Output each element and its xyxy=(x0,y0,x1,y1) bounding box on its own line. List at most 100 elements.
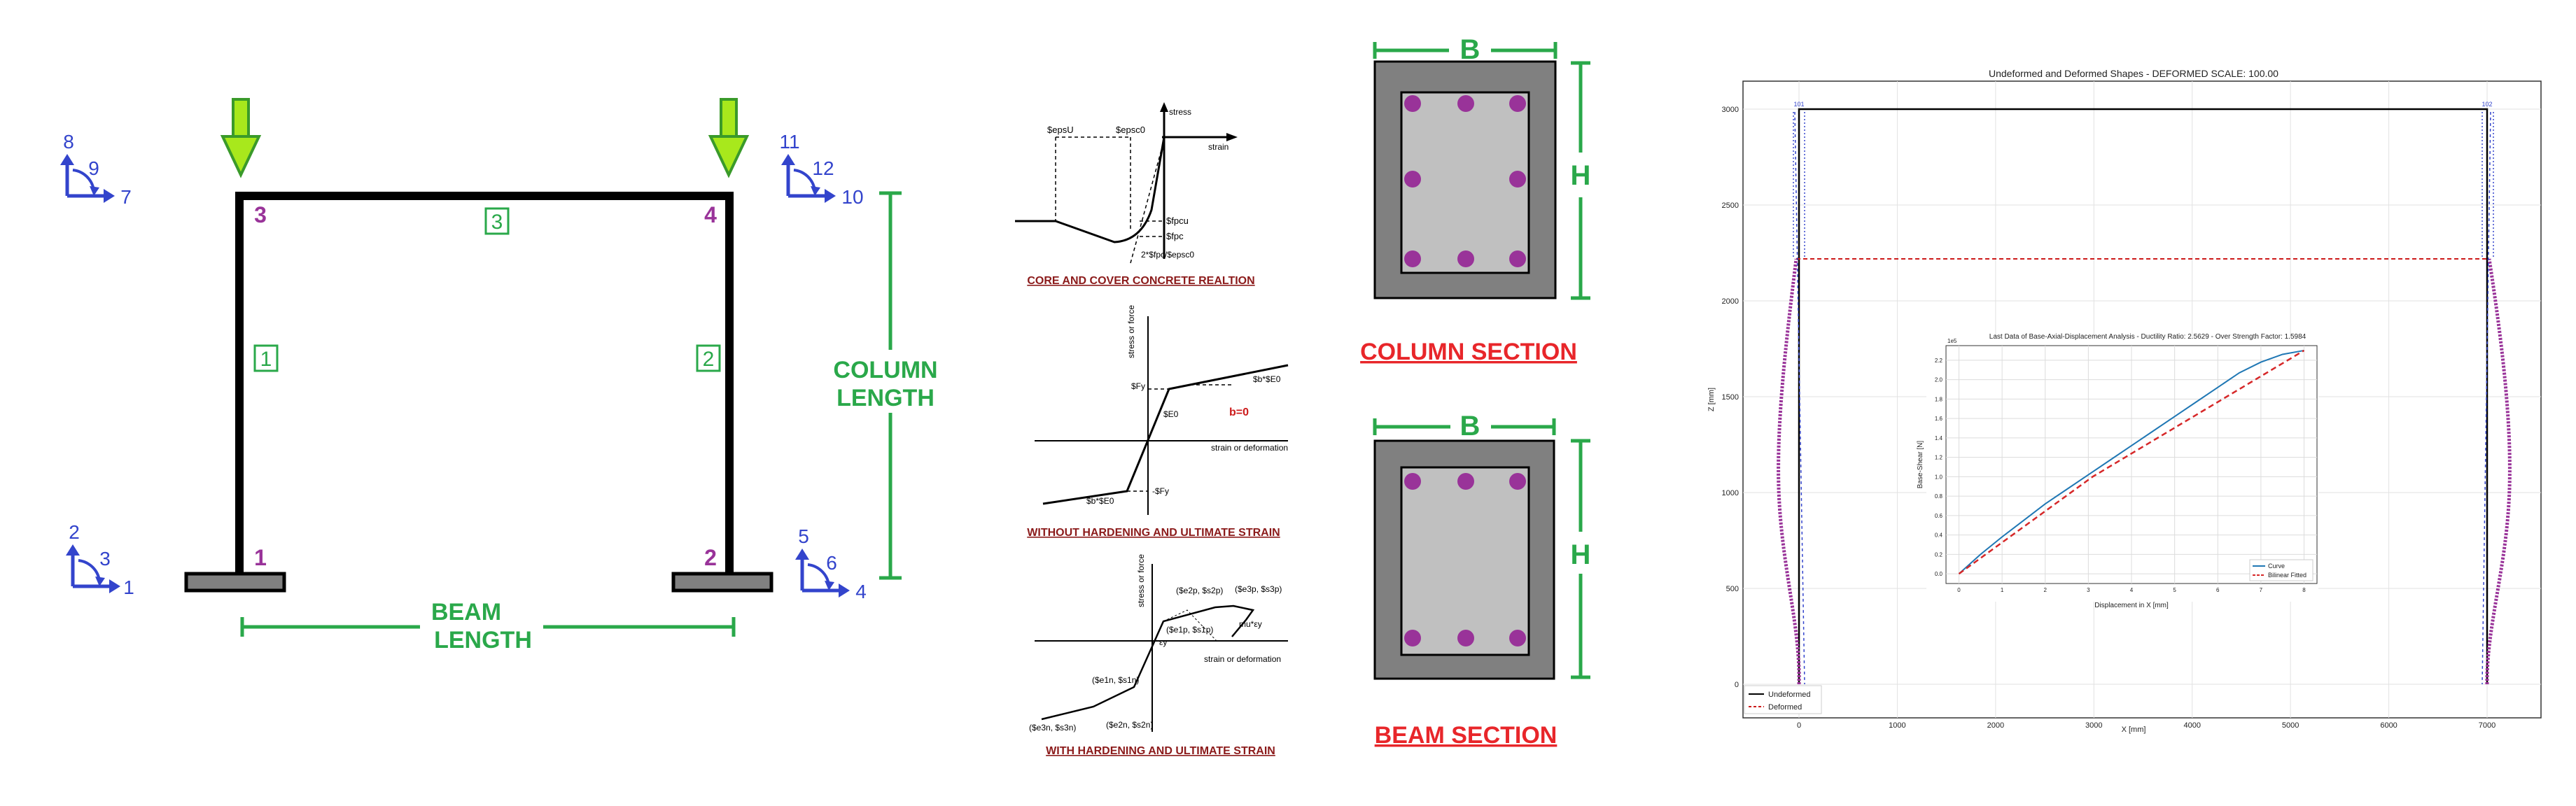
main-x-tick-label: 3000 xyxy=(2085,721,2102,730)
element-label-2: 2 xyxy=(696,344,721,372)
node-label-1: 1 xyxy=(254,545,267,570)
inset-x-tick-label: 2 xyxy=(2044,587,2047,593)
hardening-caption: WITH HARDENING AND ULTIMATE STRAIN xyxy=(1046,745,1275,757)
left-support xyxy=(184,572,286,593)
load-arrow-right-icon xyxy=(708,98,750,178)
concrete-ec-label: 2*$fpc/$epsc0 xyxy=(1141,250,1194,260)
inset-x-tick-label: 8 xyxy=(2302,587,2306,593)
main-y-tick-label: 1000 xyxy=(1722,489,1739,497)
inset-title: Last Data of Base-Axial-Displacement Ana… xyxy=(1989,333,2306,341)
bilinear-be0-neg-label: $b*$E0 xyxy=(1086,496,1114,506)
main-x-tick-label: 4000 xyxy=(2183,721,2200,730)
dof-label-12: 12 xyxy=(812,157,834,179)
beam-rebar-group xyxy=(1404,473,1526,646)
dof-glyph-top-left-icon: 8 9 7 xyxy=(60,131,132,208)
steel-hardening-diagram: stress or force strain or deformation ($… xyxy=(1029,554,1288,757)
hardening-y-axis-label: stress or force xyxy=(1136,554,1146,607)
bilinear-x-axis-label: strain or deformation xyxy=(1211,443,1288,453)
hardening-p1-label: ($e1p, $s1p) xyxy=(1166,625,1213,635)
inset-x-tick-label: 0 xyxy=(1957,587,1961,593)
sections-panel: B H COLUMN SECTION B H B xyxy=(1360,34,1590,749)
beam-h-label: H xyxy=(1571,539,1591,570)
inset-y-tick-label: 0.6 xyxy=(1935,513,1943,519)
main-x-tick-label: 7000 xyxy=(2479,721,2496,730)
inset-y-tick-label: 1.0 xyxy=(1935,474,1943,480)
inset-y-tick-label: 2.2 xyxy=(1935,358,1943,364)
dof-label-6: 6 xyxy=(826,552,837,574)
hardening-n1-label: ($e1n, $s1n) xyxy=(1092,675,1139,685)
dof-label-10: 10 xyxy=(841,186,863,208)
inset-xlabel: Displacement in X [mm] xyxy=(2094,602,2169,609)
concrete-diagram: stress strain $epsU $epsc0 $fpcu $fpc 2*… xyxy=(1015,102,1255,287)
right-column-node-marks xyxy=(2482,111,2494,685)
hardening-x-axis-label: strain or deformation xyxy=(1204,654,1281,664)
top-node-label-left: 101 xyxy=(1793,101,1804,108)
column-length-dimension: COLUMN LENGTH xyxy=(833,191,938,580)
concrete-fpc-label: $fpc xyxy=(1166,231,1184,241)
inset-series xyxy=(1958,349,2305,575)
inset-y-tick-label: 0.0 xyxy=(1935,571,1943,577)
main-plot-xlabel: X [mm] xyxy=(2122,726,2146,734)
inset-x-tick-label: 5 xyxy=(2173,587,2176,593)
legend-undeformed: Undeformed xyxy=(1768,691,1811,699)
material-models-panel: stress strain $epsU $epsc0 $fpcu $fpc 2*… xyxy=(1015,102,1289,757)
main-plot-ylabel: Z [mm] xyxy=(1707,388,1716,411)
main-y-tick-label: 1500 xyxy=(1722,393,1739,402)
main-y-tick-label: 500 xyxy=(1726,585,1739,593)
left-column-node-marks xyxy=(1793,111,1805,685)
inset-y-ticks: 0.0 0.2 0.4 0.6 0.8 1.0 1.2 1.4 1.6 1.8 2.0 2.2 xyxy=(1935,358,1943,577)
bilinear-e0-label: $E0 xyxy=(1163,409,1179,419)
main-x-tick-label: 0 xyxy=(1797,721,1801,730)
right-support xyxy=(671,572,774,593)
inset-x-tick-label: 6 xyxy=(2216,587,2220,593)
concrete-epsc0-label: $epsc0 xyxy=(1116,125,1145,135)
inset-legend: Curve Bilinear Fitted xyxy=(2249,559,2314,581)
inset-x-tick-label: 1 xyxy=(2001,587,2004,593)
svg-text:3: 3 xyxy=(491,211,503,234)
pushover-inset: Last Data of Base-Axial-Displacement Ana… xyxy=(1917,333,2318,609)
inset-ylabel: Base-Shear [N] xyxy=(1917,441,1924,489)
dof-label-7: 7 xyxy=(120,186,132,208)
load-arrow-left-icon xyxy=(220,98,262,178)
hardening-mu-label: mu*εy xyxy=(1239,619,1262,629)
column-length-label-2: LENGTH xyxy=(836,385,934,411)
main-x-tick-label: 6000 xyxy=(2380,721,2397,730)
inset-y-tick-label: 1.8 xyxy=(1935,396,1943,402)
inset-y-tick-label: 1.6 xyxy=(1935,416,1943,422)
main-x-tick-label: 1000 xyxy=(1889,721,1905,730)
inset-x-tick-label: 3 xyxy=(2087,587,2090,593)
inset-y-tick-label: 2.0 xyxy=(1935,377,1943,383)
element-label-1: 1 xyxy=(253,344,279,372)
dof-label-8: 8 xyxy=(63,131,74,153)
main-plot-legend: Undeformed Deformed xyxy=(1744,685,1822,714)
inset-y-tick-label: 0.2 xyxy=(1935,551,1943,558)
inset-legend-curve: Curve xyxy=(2268,563,2285,570)
dof-label-3: 3 xyxy=(99,548,111,570)
main-y-tick-label: 3000 xyxy=(1722,106,1739,114)
beam-length-dimension: BEAM LENGTH xyxy=(240,599,736,653)
column-section-title: COLUMN SECTION xyxy=(1360,339,1577,365)
inset-x-tick-label: 4 xyxy=(2130,587,2134,593)
inset-x-tick-label: 7 xyxy=(2260,587,2263,593)
main-plot-x-ticks: 0 1000 2000 3000 4000 5000 6000 7000 xyxy=(1797,721,2496,730)
dof-label-2: 2 xyxy=(69,521,80,543)
bilinear-y-axis-label: stress or force xyxy=(1126,305,1136,358)
deformed-right-column xyxy=(2485,258,2512,685)
column-h-label: H xyxy=(1571,160,1591,191)
legend-deformed: Deformed xyxy=(1768,703,1802,712)
bilinear-caption: WITHOUT HARDENING AND ULTIMATE STRAIN xyxy=(1027,527,1280,539)
main-plot-y-ticks: 0 500 1000 1500 2000 2500 3000 xyxy=(1722,106,1739,689)
inset-legend-bilinear: Bilinear Fitted xyxy=(2268,572,2306,579)
concrete-stress-label: stress xyxy=(1169,107,1191,117)
beam-section: B H BEAM SECTION xyxy=(1373,411,1591,749)
svg-text:1: 1 xyxy=(260,348,272,371)
dof-label-1: 1 xyxy=(123,577,134,598)
svg-text:2: 2 xyxy=(703,348,715,371)
dof-label-4: 4 xyxy=(855,581,867,602)
main-y-tick-label: 2500 xyxy=(1722,202,1739,210)
inset-y-tick-label: 0.4 xyxy=(1935,532,1943,539)
concrete-epsu-label: $epsU xyxy=(1047,125,1074,135)
dof-label-11: 11 xyxy=(779,131,799,153)
undeformed-frame xyxy=(1798,108,2488,684)
